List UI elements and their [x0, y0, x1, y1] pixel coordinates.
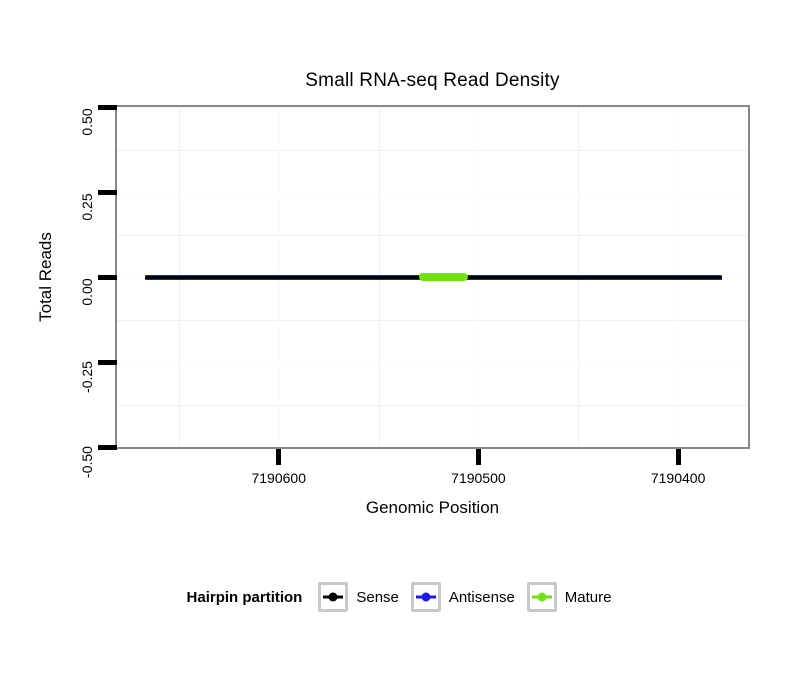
y-tick-label: 0.25 [79, 193, 95, 221]
x-axis-title: Genomic Position [365, 498, 500, 517]
series-mature-line [418, 273, 469, 281]
y-tick-label: -0.25 [79, 361, 95, 393]
y-minor-gridline [117, 319, 748, 321]
legend-item-mature: Mature [526, 582, 612, 612]
y-major-gridline [117, 362, 748, 363]
y-tick-mark [98, 274, 117, 280]
y-tick-mark [98, 189, 117, 195]
legend-title: Hairpin partition [186, 588, 303, 606]
legend: Hairpin partition Sense Antisense Mature [0, 580, 810, 614]
y-tick-label: 0.00 [79, 278, 95, 306]
x-tick-label: 7190400 [650, 470, 706, 486]
chart-title: Small RNA-seq Read Density [305, 70, 560, 91]
y-tick-mark [98, 359, 117, 365]
x-tick-label: 7190600 [251, 470, 306, 486]
y-tick-label: 0.50 [79, 108, 95, 136]
plot-panel [117, 107, 748, 447]
y-minor-gridline [117, 149, 748, 151]
legend-key-box [318, 582, 349, 612]
y-tick-mark [98, 444, 117, 450]
y-major-gridline [117, 192, 748, 193]
y-minor-gridline [117, 404, 748, 406]
legend-item-label: Mature [564, 588, 612, 606]
x-tick-mark [675, 449, 681, 465]
x-tick-label: 7190500 [451, 470, 506, 486]
legend-item-antisense: Antisense [410, 582, 515, 612]
legend-key-dot-icon [421, 592, 431, 602]
legend-items: Sense Antisense Mature [318, 582, 623, 612]
y-tick-label: -0.50 [79, 446, 95, 478]
legend-key-dot-icon [328, 592, 338, 602]
y-tick-mark [98, 104, 117, 110]
x-tick-mark [475, 449, 481, 465]
x-tick-mark [276, 449, 282, 465]
legend-item-label: Antisense [448, 588, 515, 606]
y-axis-title: Total Reads [36, 232, 55, 322]
legend-key-box [410, 582, 441, 612]
legend-item-label: Sense [356, 588, 399, 606]
legend-item-sense: Sense [318, 582, 399, 612]
legend-key-box [526, 582, 557, 612]
y-major-gridline [117, 107, 748, 108]
y-minor-gridline [117, 234, 748, 236]
legend-key-dot-icon [537, 592, 547, 602]
